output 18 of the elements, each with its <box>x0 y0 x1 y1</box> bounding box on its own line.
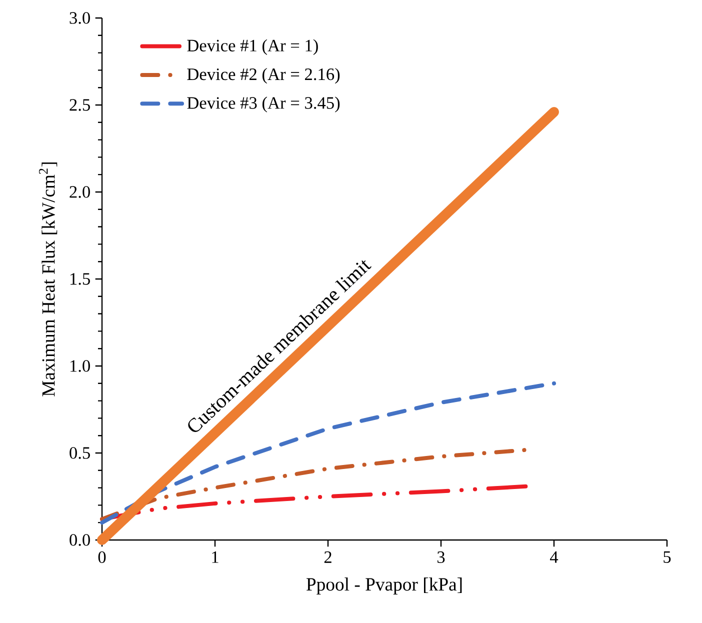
y-tick-label: 0.5 <box>70 447 90 459</box>
legend-label: Device #1 (Ar = 1) <box>187 39 318 55</box>
x-tick-label: 5 <box>664 551 671 563</box>
y-axis-title: Maximum Heat Flux [kW/cm$^{2}$] <box>39 162 58 396</box>
legend-label: Device #3 (Ar = 3.45) <box>187 96 340 112</box>
y-tick-label: 2.0 <box>70 186 90 198</box>
x-tick-label: 0 <box>98 551 106 564</box>
x-tick-label: 2 <box>324 551 332 563</box>
y-tick-label: 1.0 <box>70 360 90 372</box>
y-tick-label: 1.5 <box>70 273 90 285</box>
x-axis-title: Ppool - Pvapor [kPa] <box>306 578 462 594</box>
y-tick-label: 2.5 <box>70 99 90 111</box>
legend-label: Device #2 (Ar = 2.16) <box>187 68 340 84</box>
x-tick-label: 3 <box>438 551 445 564</box>
x-tick-label: 4 <box>550 551 558 563</box>
y-tick-label: 0.0 <box>70 534 90 546</box>
y-tick-label: 3.0 <box>70 12 90 24</box>
x-tick-label: 1 <box>212 551 218 563</box>
